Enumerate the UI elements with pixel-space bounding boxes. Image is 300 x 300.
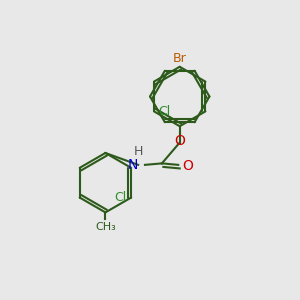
Text: H: H (134, 145, 143, 158)
Text: N: N (128, 158, 138, 172)
Text: O: O (174, 134, 185, 148)
Text: O: O (183, 159, 194, 173)
Text: Cl: Cl (158, 105, 171, 118)
Text: CH₃: CH₃ (95, 222, 116, 232)
Text: Cl: Cl (114, 191, 127, 204)
Text: Br: Br (173, 52, 187, 65)
